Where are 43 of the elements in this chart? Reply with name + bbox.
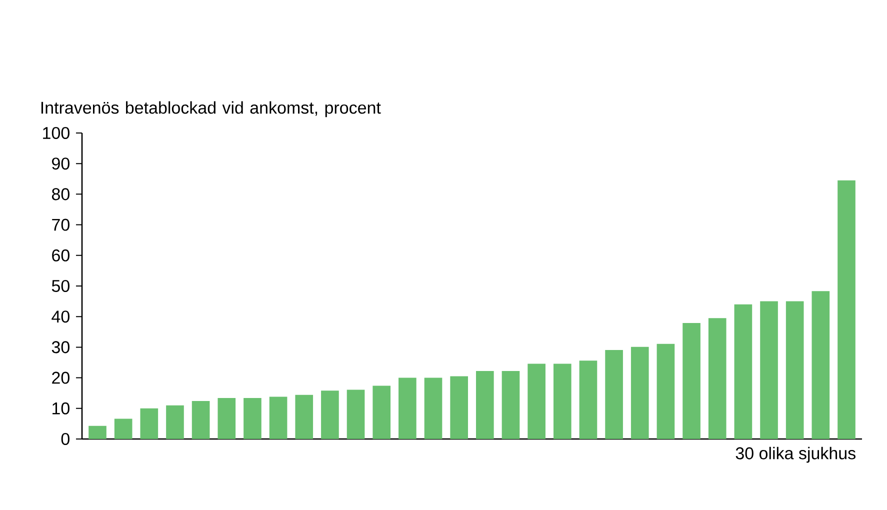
bar (140, 408, 158, 439)
bar (476, 371, 494, 439)
bar (295, 394, 314, 439)
y-tick-label: 0 (61, 432, 70, 446)
y-tick-label: 70 (52, 218, 70, 231)
bar (579, 360, 598, 439)
bar (786, 301, 804, 439)
y-tick-label: 100 (43, 126, 70, 140)
bar (166, 405, 184, 439)
y-tick-label: 60 (52, 249, 70, 262)
bar (192, 401, 210, 439)
y-tick-label: 20 (52, 372, 70, 384)
y-tick-label: 50 (52, 280, 70, 292)
bar (218, 398, 236, 439)
bar (708, 318, 726, 439)
bar (656, 344, 675, 439)
bar (114, 418, 132, 439)
bar (630, 346, 649, 439)
y-tick-label: 10 (52, 402, 70, 414)
bar (398, 378, 416, 439)
bar (502, 371, 520, 439)
bar (812, 291, 830, 439)
x-axis-title: 30 olika sjukhus (736, 446, 856, 463)
bar (838, 180, 856, 439)
y-tick-label: 90 (52, 158, 70, 170)
bar (605, 350, 623, 439)
y-tick-label: 40 (52, 310, 70, 323)
bar (244, 398, 262, 439)
y-tick-label: 30 (52, 341, 70, 354)
bar (321, 390, 339, 439)
bar (424, 378, 442, 439)
bar (450, 376, 468, 439)
bar (372, 386, 391, 439)
bar (528, 364, 546, 439)
bar (682, 323, 700, 439)
bar (553, 364, 572, 439)
y-axis-title: Intravenös betablockad vid ankomst, procent (41, 101, 381, 118)
bar (269, 396, 288, 439)
bar (734, 304, 752, 439)
bar (760, 301, 778, 439)
y-tick-label: 80 (52, 188, 70, 200)
bar (88, 426, 106, 439)
bar (346, 390, 365, 439)
